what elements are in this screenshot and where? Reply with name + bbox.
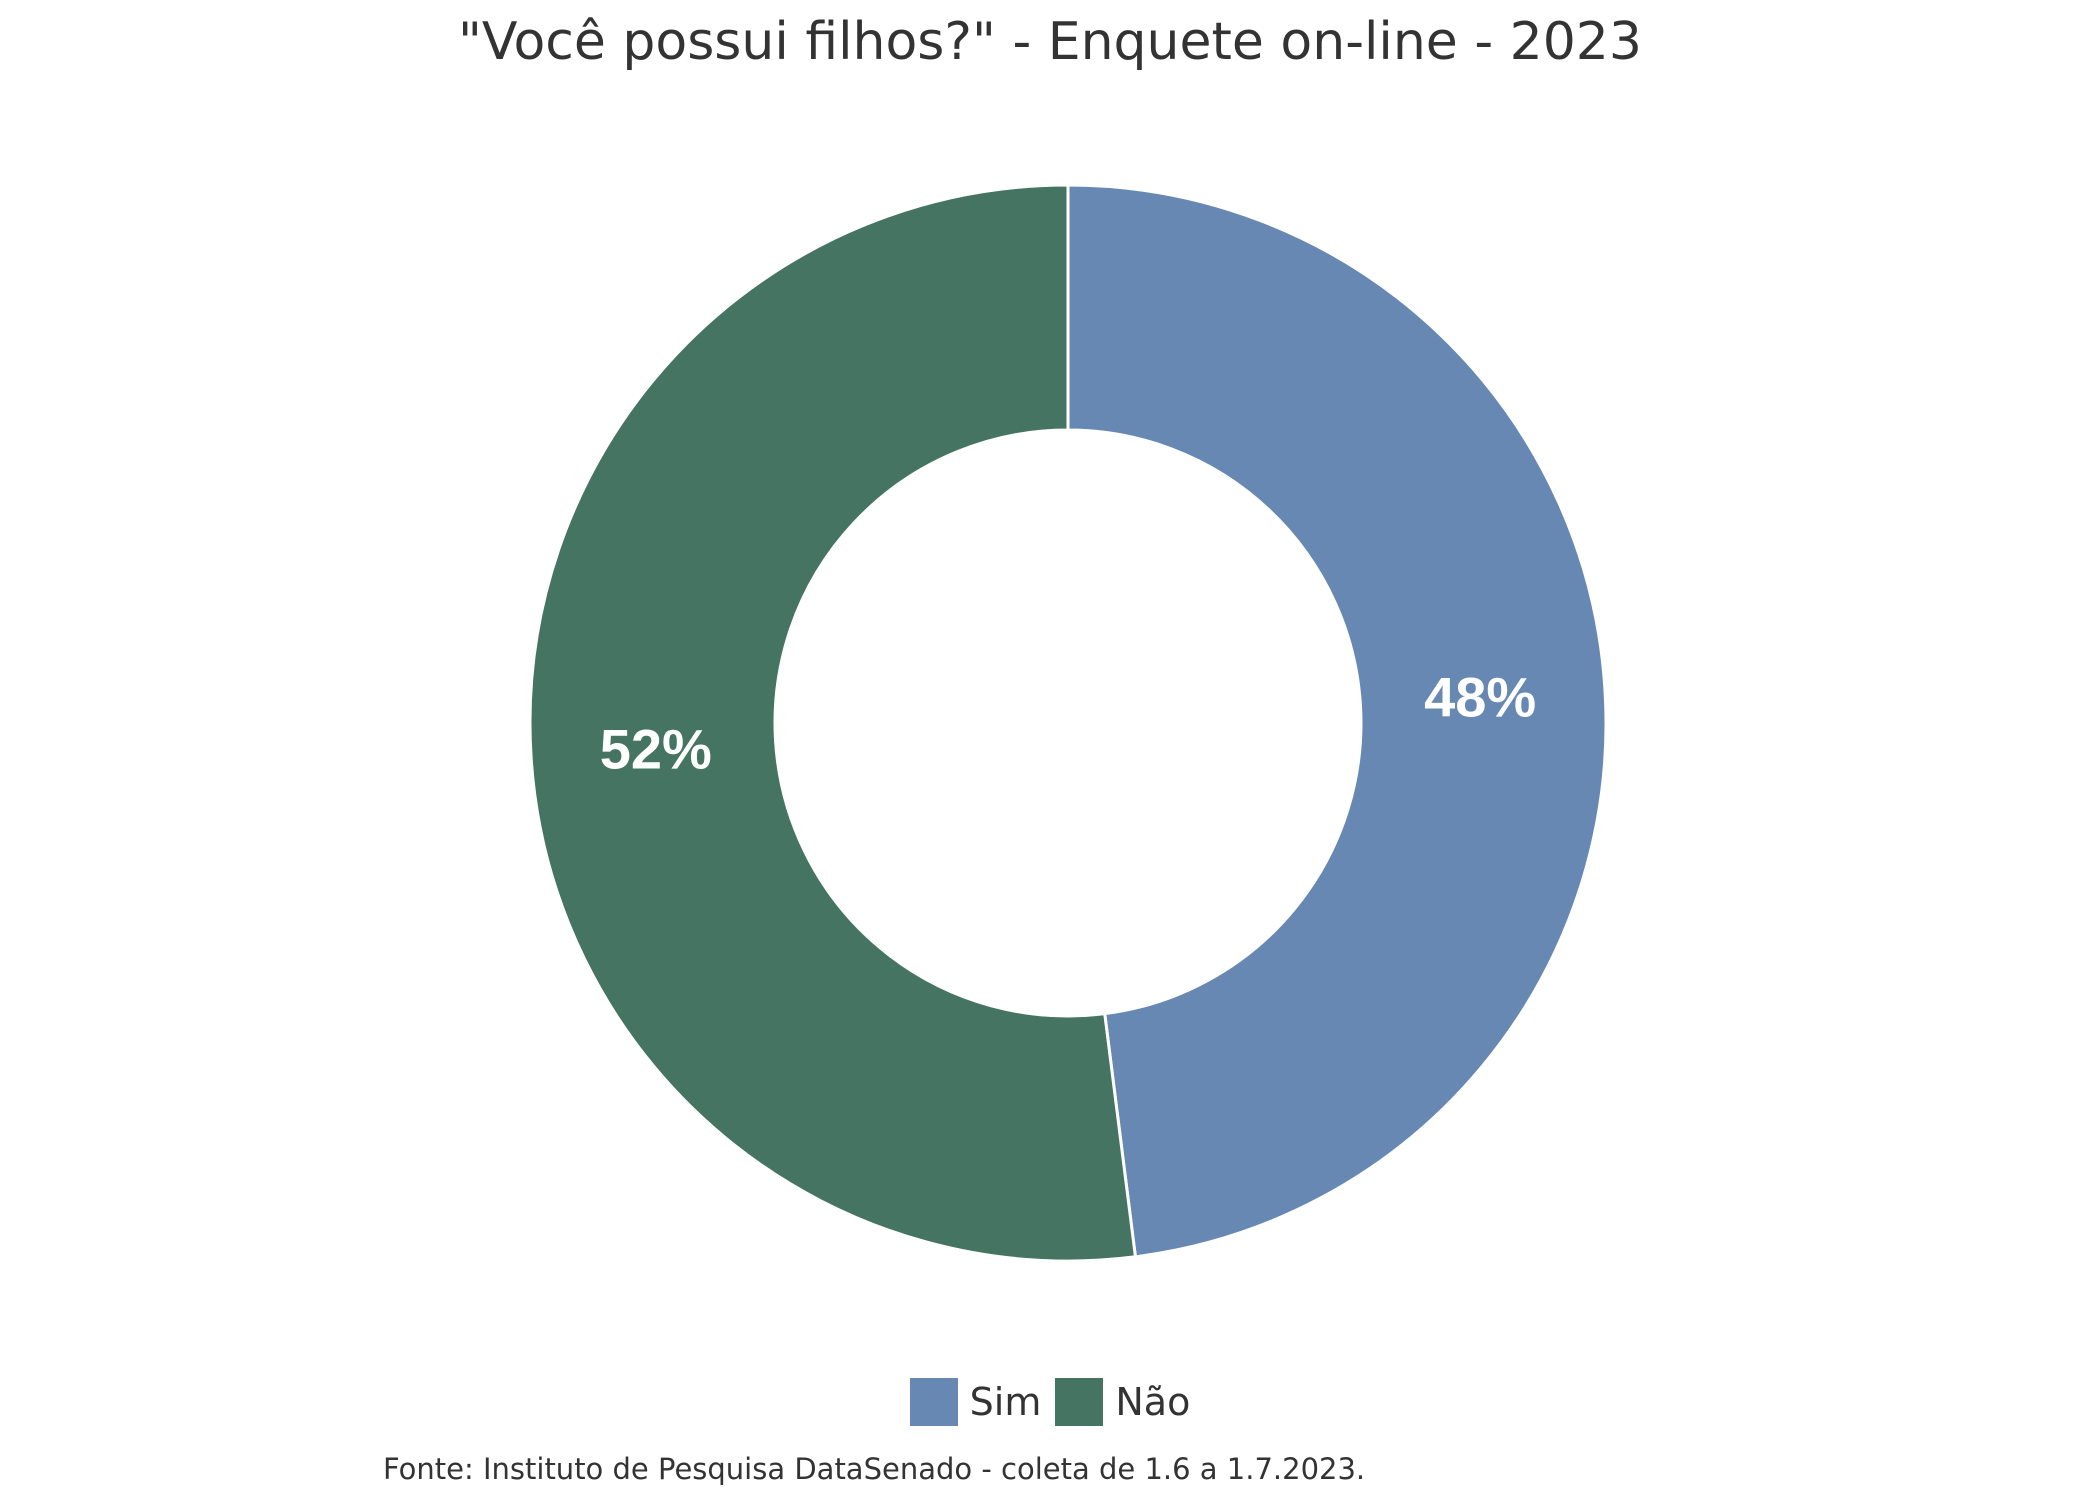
slice-group xyxy=(528,183,1608,1263)
chart-title: "Você possui filhos?" - Enquete on-line … xyxy=(458,12,1642,72)
slice-label-group: 48% 52% xyxy=(600,666,1536,781)
source-note: Fonte: Instituto de Pesquisa DataSenado … xyxy=(383,1452,1366,1486)
legend: Sim Não xyxy=(0,1378,2100,1426)
legend-swatch-nao xyxy=(1055,1378,1104,1426)
legend-item-sim: Sim xyxy=(909,1378,1042,1426)
slice-label-sim: 48% xyxy=(1424,666,1536,729)
legend-item-nao: Não xyxy=(1055,1378,1190,1426)
legend-label-nao: Não xyxy=(1115,1380,1191,1424)
slice-sim xyxy=(1066,183,1608,1259)
legend-swatch-sim xyxy=(909,1378,958,1426)
slice-label-nao: 52% xyxy=(600,717,712,780)
slice-nao xyxy=(528,183,1138,1263)
legend-label-sim: Sim xyxy=(969,1380,1042,1424)
